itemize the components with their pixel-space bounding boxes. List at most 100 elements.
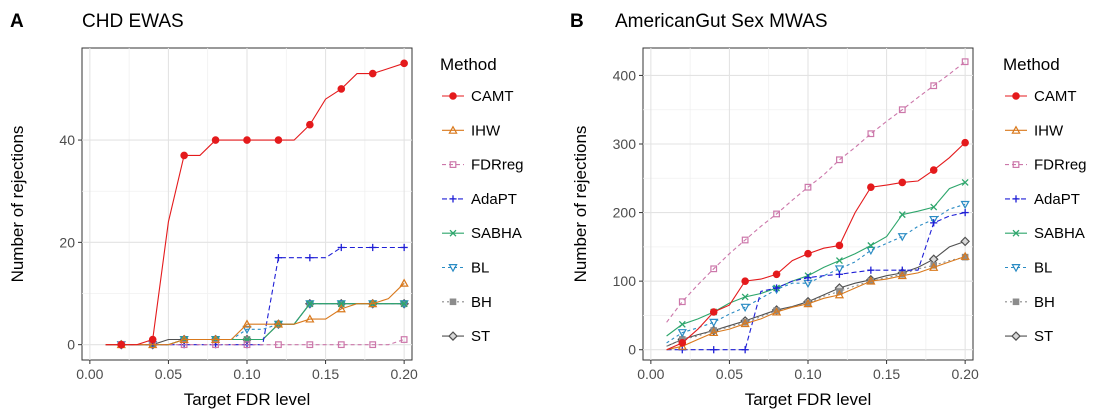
legend-item-camt: CAMT [442, 88, 514, 105]
legend-marker-bl [448, 264, 458, 273]
legend-marker-fdrreg [449, 161, 457, 169]
data-point-fdrreg [369, 341, 377, 349]
legend-marker-bh [1012, 298, 1020, 306]
legend-label-bl: BL [471, 260, 489, 277]
data-point-camt [148, 335, 157, 344]
x-tick-label: 0.20 [952, 366, 979, 382]
data-point-ihw [273, 319, 284, 328]
x-tick-label: 0.05 [155, 366, 182, 382]
data-point-camt [400, 59, 408, 68]
data-point-sabha [898, 211, 906, 219]
y-tick-label: 20 [59, 234, 75, 250]
y-tick-label: 40 [59, 132, 75, 148]
panel-a-x-ticks: 0.00 0.05 0.10 0.15 0.20 [76, 360, 418, 382]
panel-b-legend-title: Method [1003, 55, 1060, 74]
data-point-fdrreg [306, 341, 314, 349]
data-point-bl [677, 329, 687, 338]
legend-marker-st [1011, 331, 1021, 341]
data-point-camt [898, 178, 907, 187]
legend-marker-sabha [1012, 229, 1020, 237]
y-tick-label: 0 [628, 342, 636, 358]
y-tick-label: 100 [613, 273, 637, 289]
legend-marker-adapt [449, 195, 457, 203]
data-point-adapt [741, 346, 749, 354]
legend-item-sabha: SABHA [1005, 225, 1085, 242]
data-point-camt [368, 69, 377, 78]
data-point-bl [740, 303, 750, 313]
panel-a-y-ticks: 0 20 40 [59, 132, 82, 353]
panel-b: B AmericanGut Sex MWAS 0.00 0.05 0.10 0.15 0… [570, 11, 1087, 409]
x-tick-label: 0.05 [716, 366, 743, 382]
data-point-ihw [368, 298, 378, 308]
x-tick-label: 0.15 [873, 366, 900, 382]
legend-label-adapt: AdaPT [471, 191, 517, 208]
data-point-ihw [336, 304, 346, 313]
data-point-camt [835, 241, 844, 250]
data-point-st [960, 236, 970, 247]
data-point-ihw [771, 307, 782, 316]
panel-a-legend: Method CAMT IHW FDRreg AdaPT SABHA BL BH ST [440, 55, 524, 345]
data-point-adapt [961, 208, 969, 217]
series-line-camt [105, 62, 405, 346]
data-point-camt [772, 270, 781, 279]
panel-a-title: CHD EWAS [82, 11, 184, 32]
data-point-ihw [740, 318, 750, 328]
legend-item-st: ST [442, 328, 490, 345]
panel-b-x-ticks: 0.00 0.05 0.10 0.15 0.20 [637, 360, 979, 382]
legend-item-st: ST [1005, 328, 1053, 345]
data-point-sabha [337, 300, 345, 308]
x-tick-label: 0.10 [794, 366, 821, 382]
data-point-bl [709, 318, 719, 328]
legend-label-sabha: SABHA [1034, 225, 1085, 242]
data-point-camt [117, 340, 126, 349]
data-point-fdrreg [678, 298, 686, 306]
legend-marker-sabha [449, 229, 457, 237]
data-point-fdrreg [804, 183, 812, 191]
data-point-adapt [337, 243, 345, 252]
data-point-camt [274, 136, 283, 144]
legend-item-adapt: AdaPT [442, 191, 517, 208]
legend-label-bh: BH [1034, 294, 1055, 311]
panel-a: A CHD EWAS 0.00 0.05 0.10 0.15 0.20 0 20 40 Ta… [8, 11, 524, 409]
data-point-fdrreg [930, 82, 938, 90]
data-point-adapt [274, 254, 283, 262]
legend-marker-bl [1011, 264, 1021, 273]
panel-b-series [666, 58, 970, 354]
x-tick-label: 0.00 [76, 366, 103, 382]
legend-item-sabha: SABHA [442, 225, 522, 242]
legend-marker-adapt [1012, 195, 1020, 203]
legend-item-bh: BH [1005, 294, 1055, 311]
panel-a-series [105, 59, 409, 350]
data-point-sabha [678, 320, 686, 328]
data-point-sabha [835, 257, 843, 265]
legend-marker-fdrreg [1012, 161, 1020, 169]
data-point-bl [866, 246, 876, 256]
series-sabha [666, 178, 969, 337]
data-point-camt [804, 249, 812, 258]
series-line-fdrreg [666, 61, 966, 323]
data-point-adapt [930, 219, 938, 227]
legend-item-camt: CAMT [1005, 88, 1077, 105]
panel-b-grid [643, 48, 973, 360]
data-point-adapt [400, 243, 408, 252]
data-point-ihw [709, 327, 719, 337]
data-point-fdrreg [961, 58, 969, 66]
legend-item-adapt: AdaPT [1005, 191, 1080, 208]
legend-item-ihw: IHW [1005, 122, 1064, 139]
series-adapt [666, 208, 969, 354]
data-point-fdrreg [275, 341, 282, 349]
y-tick-label: 300 [613, 136, 637, 152]
data-point-bl [834, 265, 845, 274]
data-point-sabha [306, 300, 314, 308]
data-point-fdrreg [898, 106, 906, 114]
data-point-adapt [710, 346, 718, 354]
data-point-sabha [961, 178, 969, 186]
data-point-adapt [804, 274, 812, 282]
data-point-camt [180, 151, 188, 160]
data-point-camt [929, 166, 938, 174]
x-tick-label: 0.15 [312, 366, 339, 382]
legend-item-fdrreg: FDRreg [1005, 157, 1087, 174]
panel-a-legend-title: Method [440, 55, 497, 74]
data-point-sabha [400, 300, 408, 308]
